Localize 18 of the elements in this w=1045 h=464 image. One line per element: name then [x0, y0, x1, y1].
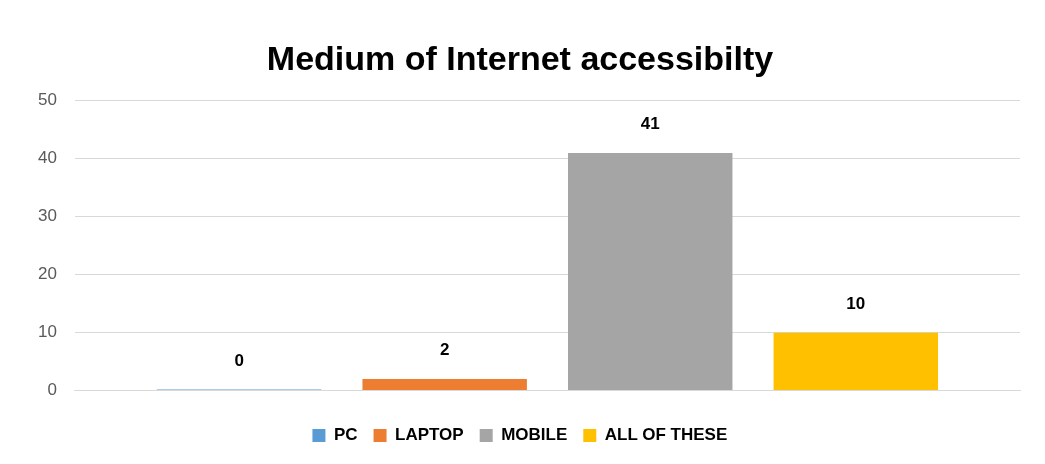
data-label: 41	[640, 114, 660, 134]
legend-label: PC	[333, 425, 358, 445]
legend-label: LAPTOP	[395, 425, 464, 445]
y-tick-label: 30	[37, 206, 57, 226]
y-tick-label: 0	[47, 380, 57, 400]
legend-label: ALL OF THESE	[604, 425, 728, 445]
chart-title: Medium of Internet accessibilty	[266, 38, 774, 77]
bar	[362, 379, 527, 391]
bar	[568, 152, 733, 391]
data-label: 2	[439, 340, 450, 360]
data-label: 0	[234, 350, 244, 370]
y-tick-label: 40	[37, 148, 57, 168]
data-label: 10	[846, 293, 866, 313]
y-tick-label: 20	[37, 264, 57, 284]
y-tick-label: 10	[37, 322, 57, 342]
legend-label: MOBILE	[501, 425, 568, 445]
y-tick-label: 50	[37, 90, 57, 110]
bar	[773, 332, 939, 391]
